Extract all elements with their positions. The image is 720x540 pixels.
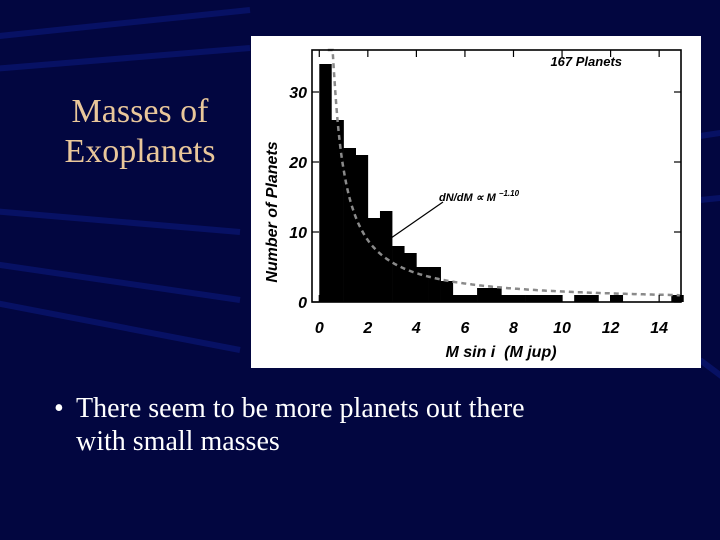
histogram-bar (671, 295, 684, 302)
bars-group (319, 64, 684, 302)
histogram-bar (513, 295, 526, 302)
x-tick-label: 6 (460, 320, 469, 337)
x-tick-label: 4 (411, 320, 421, 337)
histogram-bar (549, 295, 563, 302)
ticks-group: 0 2 4 6 8 10 12 14 0 10 20 30 (288, 50, 681, 337)
histogram-bar (331, 120, 344, 302)
fit-annotation-arrow (380, 201, 444, 246)
background-stripe (698, 357, 720, 379)
x-tick-label: 8 (509, 320, 518, 337)
y-tick-label: 0 (298, 295, 307, 312)
background-stripe (0, 208, 241, 235)
histogram-bar (537, 295, 551, 302)
histogram-bar (501, 295, 514, 302)
y-tick-label: 20 (288, 155, 307, 172)
background-stripe (0, 261, 241, 303)
chart-title: 167 Planets (550, 54, 622, 69)
histogram-bar (610, 295, 624, 302)
histogram-bar (367, 218, 381, 302)
background-stripe (0, 300, 241, 353)
histogram-bar (477, 288, 490, 302)
x-tick-label: 14 (650, 320, 668, 337)
histogram-bar (586, 295, 599, 302)
x-tick-label: 2 (362, 320, 372, 337)
histogram-bar (355, 155, 369, 302)
background-stripe (0, 7, 251, 39)
y-tick-label: 10 (289, 225, 307, 242)
x-tick-label: 0 (315, 320, 324, 337)
histogram-bar (404, 253, 417, 302)
chart-panel: 0 2 4 6 8 10 12 14 0 10 20 30 167 Planets Number of… (251, 36, 701, 368)
bullet-marker: • (54, 393, 64, 424)
histogram-bar (525, 295, 539, 302)
histogram-bar (464, 295, 478, 302)
histogram-bar (379, 211, 393, 302)
bullet-list: • There seem to be more planets out ther… (46, 392, 666, 458)
histogram-bar (319, 64, 332, 302)
fit-annotation-arrowhead (379, 237, 389, 247)
y-tick-label: 30 (289, 85, 307, 102)
histogram-bar (574, 295, 587, 302)
slide-title-line: Masses of (71, 93, 209, 130)
bullet-item: There seem to be more planets out there … (76, 392, 666, 458)
x-tick-label: 12 (602, 320, 620, 337)
fit-annotation-label: dN/dM ∝ M −1.10 (439, 189, 520, 204)
histogram-bar (489, 288, 502, 302)
y-axis-label: Number of Planets (264, 141, 281, 282)
histogram-bar (452, 295, 466, 302)
background-stripe (699, 194, 720, 203)
histogram-chart: 0 2 4 6 8 10 12 14 0 10 20 30 167 Planets Number of… (264, 48, 684, 361)
plot-frame (311, 49, 682, 303)
histogram-bar (392, 246, 405, 302)
fit-label-exponent: −1.10 (499, 189, 520, 198)
bullet-line: There seem to be more planets out there (76, 393, 525, 424)
slide-title-line: Exoplanets (64, 133, 216, 170)
slide-title: Masses of Exoplanets (40, 92, 240, 172)
histogram-bar (440, 281, 454, 302)
histogram-bar (416, 267, 429, 302)
power-law-fit-curve (327, 48, 680, 297)
background-stripe (0, 45, 251, 72)
fit-label-text: dN/dM ∝ M (439, 192, 497, 204)
x-axis-label: M sin i (M jup) (445, 344, 556, 361)
background-stripe (699, 129, 720, 139)
bullet-line: with small masses (76, 426, 280, 457)
x-tick-label: 10 (553, 320, 571, 337)
histogram-bar (343, 148, 356, 302)
histogram-bar (428, 267, 441, 302)
